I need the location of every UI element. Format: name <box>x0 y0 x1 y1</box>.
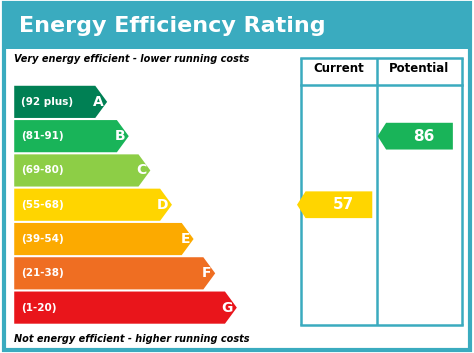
Text: 57: 57 <box>333 197 354 212</box>
Text: G: G <box>222 301 233 315</box>
Text: C: C <box>137 163 146 178</box>
Text: (81-91): (81-91) <box>21 131 64 141</box>
Text: (55-68): (55-68) <box>21 200 64 210</box>
Polygon shape <box>14 292 237 324</box>
Text: D: D <box>157 198 168 212</box>
Text: (69-80): (69-80) <box>21 166 64 175</box>
Polygon shape <box>14 154 150 186</box>
Polygon shape <box>14 257 215 289</box>
Text: Current: Current <box>313 62 365 75</box>
Polygon shape <box>14 86 107 118</box>
Polygon shape <box>14 120 129 152</box>
Text: E: E <box>180 232 190 246</box>
Text: (39-54): (39-54) <box>21 234 64 244</box>
Text: B: B <box>114 129 125 143</box>
Polygon shape <box>14 189 172 221</box>
Polygon shape <box>378 123 453 150</box>
Text: (92 plus): (92 plus) <box>21 97 73 107</box>
Text: Very energy efficient - lower running costs: Very energy efficient - lower running co… <box>14 54 249 64</box>
Polygon shape <box>297 191 372 218</box>
Text: Potential: Potential <box>389 62 450 75</box>
Polygon shape <box>14 223 193 255</box>
Text: A: A <box>92 95 103 109</box>
Text: Energy Efficiency Rating: Energy Efficiency Rating <box>19 16 326 36</box>
Text: F: F <box>202 266 211 280</box>
Text: (1-20): (1-20) <box>21 303 57 313</box>
Text: 86: 86 <box>413 128 435 144</box>
Text: Not energy efficient - higher running costs: Not energy efficient - higher running co… <box>14 334 250 343</box>
FancyBboxPatch shape <box>4 3 470 49</box>
Text: (21-38): (21-38) <box>21 268 64 278</box>
